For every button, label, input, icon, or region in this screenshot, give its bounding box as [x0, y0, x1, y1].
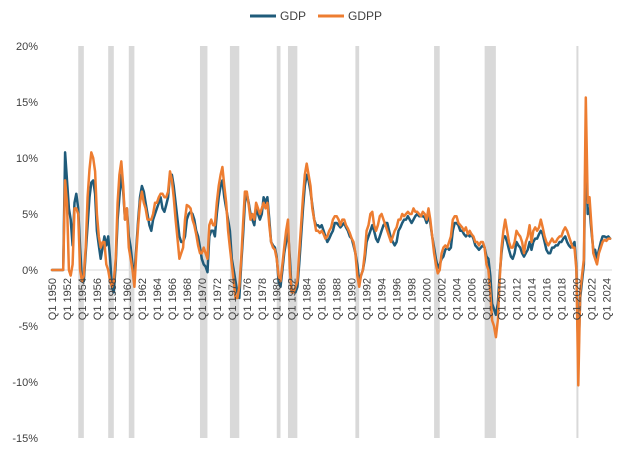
x-tick-label: Q1 1964	[152, 278, 164, 320]
x-tick-label: Q1 1968	[182, 278, 194, 320]
x-tick-label: Q1 1956	[92, 278, 104, 320]
x-tick-label: Q1 1982	[287, 278, 299, 320]
x-tick-label: Q1 2014	[526, 278, 538, 320]
x-tick-label: Q1 1952	[62, 278, 74, 320]
y-tick-label: -5%	[18, 321, 38, 333]
recession-band	[199, 46, 208, 438]
x-tick-label: Q1 1996	[392, 278, 404, 320]
x-tick-label: Q1 1962	[137, 278, 149, 320]
x-tick-label: Q1 2016	[541, 278, 553, 320]
series-line-gdp	[50, 134, 612, 361]
x-tick-label: Q1 2020	[571, 278, 583, 320]
x-tick-label: Q1 1958	[107, 278, 119, 320]
x-tick-label: Q1 2018	[556, 278, 568, 320]
x-tick-label: Q1 1998	[407, 278, 419, 320]
y-tick-label: 0%	[22, 265, 38, 277]
x-tick-label: Q1 2006	[467, 278, 479, 320]
x-tick-label: Q1 2000	[422, 278, 434, 320]
legend: GDP GDPP	[250, 9, 382, 23]
recession-band	[576, 46, 579, 438]
x-tick-label: Q1 1980	[272, 278, 284, 320]
x-tick-label: Q1 1960	[122, 278, 134, 320]
x-tick-label: Q1 1984	[302, 278, 314, 320]
recession-band	[276, 46, 281, 438]
y-tick-label: 5%	[22, 209, 38, 221]
y-tick-label: -10%	[12, 377, 38, 389]
x-tick-label: Q1 1950	[47, 278, 59, 320]
x-tick-label: Q1 1970	[197, 278, 209, 320]
x-tick-label: Q1 1966	[167, 278, 179, 320]
x-tick-label: Q1 1976	[242, 278, 254, 320]
x-tick-label: Q1 1992	[362, 278, 374, 320]
legend-label-gdp: GDP	[280, 9, 306, 23]
series-lines	[50, 96, 612, 387]
recession-band	[128, 46, 135, 438]
y-tick-label: 20%	[16, 41, 38, 53]
recession-band	[484, 46, 496, 438]
x-axis-tick-labels: Q1 1950 Q1 1952 Q1 1954 Q1 1956 Q1 1958 Q1 19…	[47, 278, 613, 320]
x-tick-label: Q1 1978	[257, 278, 269, 320]
recession-band	[287, 46, 298, 438]
x-tick-label: Q1 1988	[332, 278, 344, 320]
legend-label-gdpp: GDPP	[348, 9, 382, 23]
x-tick-label: Q1 1954	[77, 278, 89, 320]
recession-band	[434, 46, 440, 438]
x-tick-label: Q1 2024	[601, 278, 613, 320]
x-tick-label: Q1 1986	[317, 278, 329, 320]
x-tick-label: Q1 2008	[482, 278, 494, 320]
x-tick-label: Q1 2002	[437, 278, 449, 320]
x-tick-label: Q1 1994	[377, 278, 389, 320]
recession-band	[108, 46, 114, 438]
x-tick-label: Q1 2010	[496, 278, 508, 320]
x-tick-label: Q1 2012	[511, 278, 523, 320]
y-tick-label: 15%	[16, 97, 38, 109]
y-tick-label: 10%	[16, 153, 38, 165]
recession-band	[229, 46, 240, 438]
recession-band	[355, 46, 360, 438]
x-tick-label: Q1 2022	[586, 278, 598, 320]
x-tick-label: Q1 1990	[347, 278, 359, 320]
series-line-gdpp	[50, 96, 612, 387]
x-tick-label: Q1 1972	[212, 278, 224, 320]
x-tick-label: Q1 1974	[227, 278, 239, 320]
x-tick-label: Q1 2004	[452, 278, 464, 320]
y-tick-label: -15%	[12, 433, 38, 445]
y-axis-tick-labels: 20% 15% 10% 5% 0% -5% -10% -15%	[12, 41, 38, 445]
